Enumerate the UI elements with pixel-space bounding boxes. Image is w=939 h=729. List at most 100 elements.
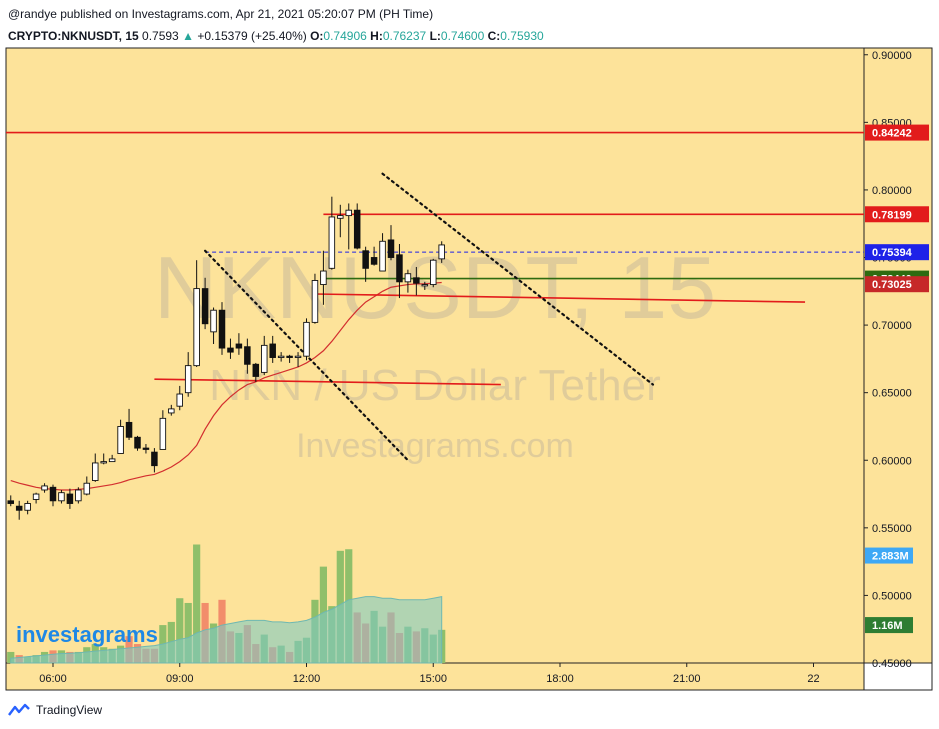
volume-bar	[7, 651, 15, 663]
y-tick-label: 0.60000	[872, 455, 912, 467]
y-tick-label: 0.90000	[872, 50, 912, 62]
tradingview-logo-icon	[8, 703, 30, 716]
candle-body	[15, 505, 23, 511]
last-price: 0.7593	[142, 29, 179, 43]
y-tick-label: 0.70000	[872, 320, 912, 332]
candle-body	[252, 363, 260, 377]
y-tick-label: 0.80000	[872, 185, 912, 197]
candle-body	[218, 309, 226, 349]
support-trend-line	[154, 378, 501, 386]
candle-body	[151, 451, 158, 467]
volume-ma-area	[10, 596, 443, 664]
symbol-title: CRYPTO:NKNUSDT, 15	[8, 29, 139, 43]
x-tick-label: 21:00	[673, 673, 701, 685]
candle-body	[261, 344, 268, 373]
y-tick-label: 0.65000	[872, 388, 912, 400]
volume-label-bg	[865, 547, 913, 564]
low-value: 0.74600	[440, 29, 485, 43]
candle-body	[404, 273, 412, 283]
candle-body	[286, 355, 293, 358]
time-axis-background	[6, 663, 864, 690]
price-level-badge-bg	[865, 124, 929, 141]
y-tick-label: 0.55000	[872, 523, 912, 535]
candle-body	[345, 209, 353, 217]
support-trend-line	[314, 293, 806, 303]
footer-brand: TradingView	[36, 703, 103, 717]
candle-body	[311, 280, 319, 323]
price-level-badge: 0.84242	[872, 128, 912, 140]
x-tick-label: 09:00	[166, 673, 194, 685]
price-ma-line	[10, 281, 442, 491]
candle-body	[32, 493, 40, 500]
volume-label: 2.883M	[872, 551, 909, 563]
candle-body	[370, 257, 378, 265]
candle-body	[184, 365, 192, 394]
symbol-line: CRYPTO:NKNUSDT, 15 0.7593 ▲ +0.15379 (+2…	[8, 29, 544, 43]
candle-body	[100, 461, 107, 464]
trend-line-badge: 0.73025	[872, 279, 912, 291]
candle-body	[193, 288, 200, 367]
high-label: H:	[370, 29, 383, 43]
y-tick-label: 0.50000	[872, 590, 912, 602]
candle-body	[438, 244, 445, 260]
volume-bar	[184, 602, 192, 663]
candle-body	[387, 239, 395, 258]
candle-body	[353, 209, 361, 249]
volume-bar	[193, 544, 201, 663]
candle-body	[430, 259, 437, 285]
candle-body	[134, 436, 141, 449]
up-arrow-icon: ▲	[182, 29, 194, 43]
chart-frame	[5, 47, 933, 691]
candle-body	[125, 421, 133, 438]
price-level-badge-bg	[865, 206, 929, 223]
candle-body	[421, 284, 429, 287]
price-level-badge: 0.78199	[872, 209, 912, 221]
volume-label-bg	[865, 617, 913, 634]
candle-body	[235, 343, 243, 349]
publish-line: @randye published on Investagrams.com, A…	[8, 7, 434, 21]
candle-body	[176, 393, 183, 407]
candle-body	[269, 343, 276, 358]
footer: TradingView	[8, 703, 102, 717]
chart-background	[6, 48, 864, 663]
candle-body	[379, 240, 386, 272]
open-value: 0.74906	[323, 29, 367, 43]
candle-body	[159, 417, 167, 450]
x-tick-label: 22	[807, 673, 819, 685]
x-tick-label: 18:00	[546, 673, 574, 685]
candle-body	[117, 426, 124, 454]
candle-body	[142, 447, 150, 450]
candle-body	[201, 288, 209, 325]
candle-body	[294, 355, 302, 358]
candle-body	[108, 458, 116, 463]
high-value: 0.76237	[382, 29, 427, 43]
price-change: +0.15379 (+25.40%)	[197, 29, 307, 43]
candle-body	[58, 492, 65, 502]
candle-body	[66, 493, 74, 504]
candle-body	[303, 321, 310, 357]
trend-line-badge-bg	[865, 276, 929, 293]
watermark-symbol: NKNUSDT, 15	[154, 238, 716, 337]
x-tick-label: 06:00	[39, 673, 67, 685]
low-label: L:	[429, 29, 441, 43]
candle-body	[168, 408, 175, 414]
candle-body	[24, 503, 31, 511]
open-label: O:	[310, 29, 324, 43]
y-tick-label: 0.45000	[872, 658, 912, 670]
volume-bar	[176, 598, 184, 663]
x-tick-label: 12:00	[293, 673, 321, 685]
candle-body	[41, 485, 48, 491]
candle-body	[75, 489, 82, 502]
candle-body	[91, 462, 99, 481]
close-value: 0.75930	[500, 29, 544, 43]
candle-body	[227, 347, 234, 353]
watermark-site: Investagrams.com	[296, 427, 574, 465]
candle-body	[244, 346, 251, 365]
current-price-badge-bg	[865, 244, 929, 261]
watermark-name: NKN / US Dollar Tether	[209, 361, 661, 410]
candle-body	[396, 254, 403, 283]
candle-body	[413, 277, 420, 284]
volume-label: 1.16M	[872, 620, 903, 632]
candle-body	[83, 482, 91, 495]
